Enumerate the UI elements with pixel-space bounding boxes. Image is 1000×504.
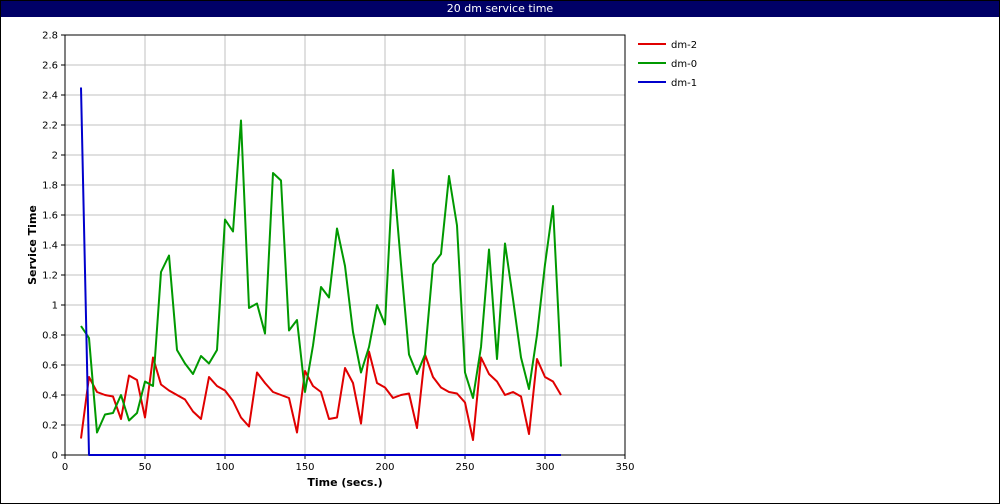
legend-label-dm-1: dm-1 (671, 78, 697, 89)
legend: dm-2 dm-0 dm-1 (638, 40, 697, 89)
y-tick-label: 1.6 (42, 211, 58, 222)
window-title: 20 dm service time (1, 1, 999, 17)
series-lines (80, 87, 562, 456)
y-tick-label: 2.2 (42, 121, 58, 132)
y-tick-label: 1.8 (42, 181, 58, 192)
x-axis-title: Time (secs.) (307, 476, 382, 489)
x-tick-label: 0 (62, 462, 68, 473)
x-tick-label: 200 (375, 462, 394, 473)
legend-label-dm-0: dm-0 (671, 59, 697, 70)
x-tick-label: 50 (139, 462, 152, 473)
axis-ticks: 0 50 100 150 200 250 300 350 0 0.2 0.4 0.6 0.8 1 1.2 1.… (42, 31, 634, 474)
series-line-dm-1 (80, 87, 561, 456)
x-tick-label: 250 (455, 462, 474, 473)
x-tick-label: 150 (295, 462, 314, 473)
y-axis-title: Service Time (26, 205, 39, 285)
x-tick-label: 100 (215, 462, 234, 473)
y-tick-label: 0.8 (42, 331, 58, 342)
x-tick-label: 300 (535, 462, 554, 473)
y-tick-label: 0.6 (42, 361, 58, 372)
x-tick-label: 350 (615, 462, 634, 473)
legend-label-dm-2: dm-2 (671, 40, 697, 51)
y-tick-label: 1.2 (42, 271, 58, 282)
y-tick-label: 2.4 (42, 91, 58, 102)
grid (65, 35, 625, 455)
series-line-dm-0 (80, 119, 562, 434)
y-tick-label: 0 (52, 451, 58, 462)
y-tick-label: 2 (52, 151, 58, 162)
y-tick-label: 1 (52, 301, 58, 312)
y-tick-label: 2.6 (42, 61, 58, 72)
y-tick-label: 2.8 (42, 31, 58, 42)
y-tick-label: 0.4 (42, 391, 58, 402)
y-tick-label: 0.2 (42, 421, 58, 432)
series-line-dm-2 (80, 350, 562, 441)
y-tick-label: 1.4 (42, 241, 58, 252)
